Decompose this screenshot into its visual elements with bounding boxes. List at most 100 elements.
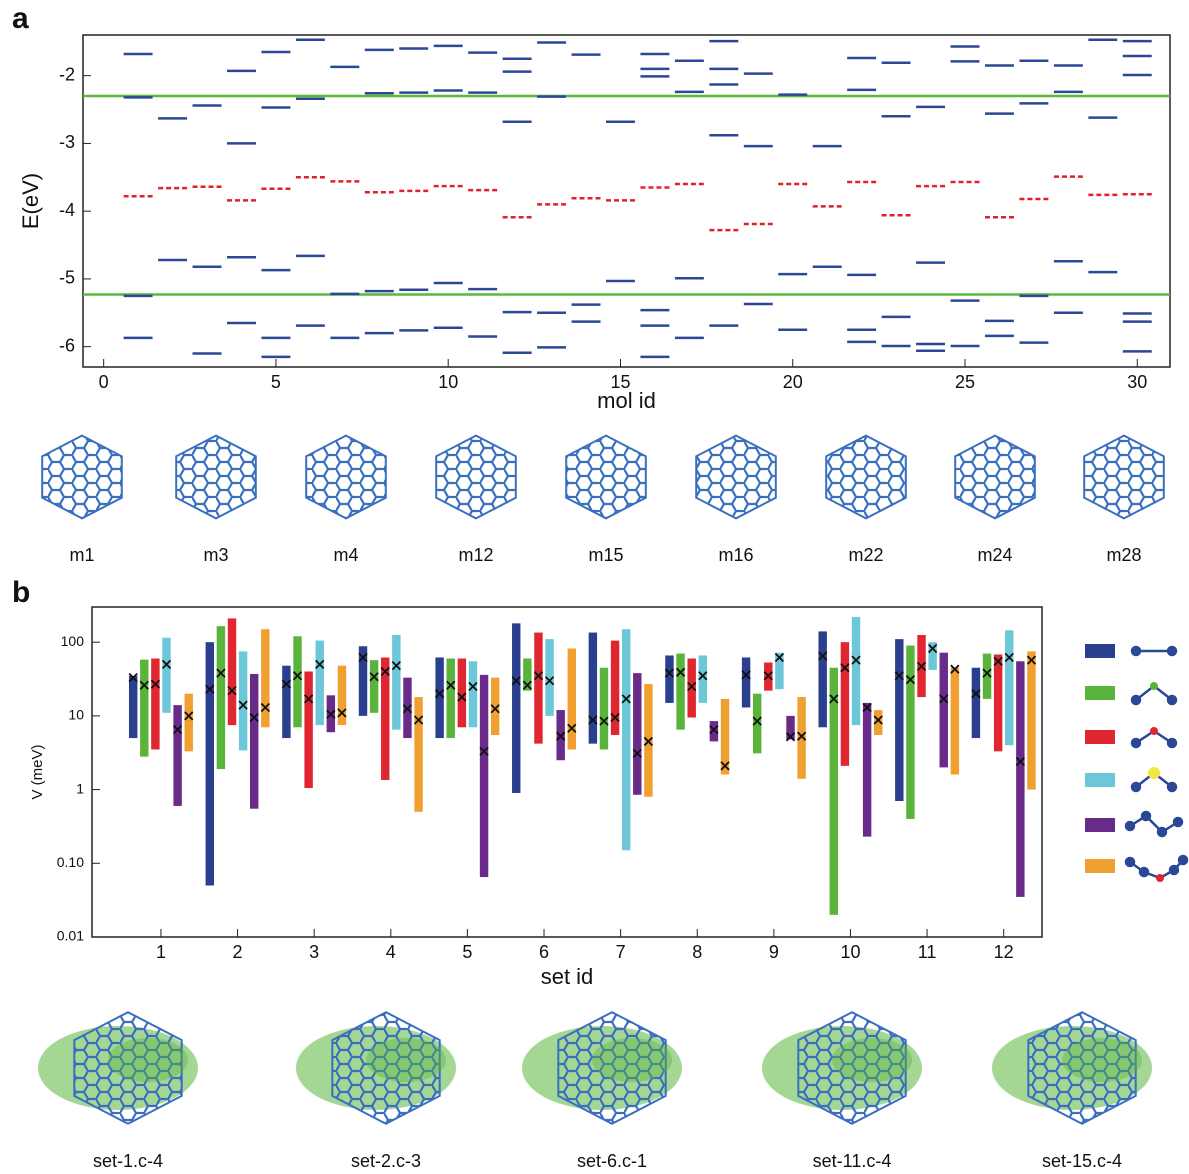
mean-marker (894, 671, 904, 681)
molecule-label: m12 (458, 545, 493, 565)
panel-label: b (12, 576, 30, 609)
molecule-label: m4 (333, 545, 358, 565)
legend-swatch (1085, 730, 1115, 744)
range-bar (633, 673, 642, 795)
mean-marker (216, 668, 226, 678)
mean-marker (621, 694, 631, 704)
molecule-sketch (73, 1011, 183, 1125)
mean-marker (698, 671, 708, 681)
mean-marker (664, 668, 675, 678)
range-bar (741, 657, 751, 708)
range-bar (512, 623, 521, 793)
range-bar (687, 658, 696, 718)
plot-frame (82, 34, 1171, 368)
range-bar (151, 658, 160, 750)
range-bar (468, 661, 478, 728)
mean-marker (643, 736, 654, 747)
mean-marker (818, 651, 828, 661)
mean-marker (184, 711, 194, 721)
range-bar (534, 632, 543, 744)
orbital-lobe (108, 1038, 188, 1082)
mean-marker (687, 681, 697, 692)
range-bar (829, 667, 839, 915)
range-bar (840, 642, 850, 766)
molecule-sketch (435, 434, 517, 520)
x-tick-label: 30 (1127, 372, 1147, 392)
mean-marker (556, 731, 566, 741)
mean-marker (927, 643, 938, 654)
x-tick-label: 8 (692, 942, 702, 962)
mean-marker (315, 659, 325, 669)
orbital-label: set-1.c-4 (93, 1151, 163, 1171)
y-tick-label: 1 (76, 780, 84, 796)
molecule-sketch (797, 1011, 907, 1125)
y-tick-label: -2 (59, 64, 75, 84)
x-tick-label: 5 (462, 942, 472, 962)
mean-marker (260, 702, 270, 713)
legend-swatch (1085, 859, 1115, 873)
range-bar (523, 658, 532, 691)
mean-marker (763, 671, 773, 681)
range-bar (588, 632, 598, 744)
orbital-sketch (522, 1011, 682, 1125)
range-bar (140, 659, 149, 757)
orbital-lobe (1062, 1038, 1142, 1082)
mean-marker (1004, 652, 1014, 663)
range-bar (906, 645, 915, 819)
mean-marker (982, 668, 992, 678)
mean-marker (567, 723, 577, 733)
x-tick-label: 5 (271, 372, 281, 392)
range-bar (818, 631, 827, 728)
mean-marker (993, 656, 1003, 666)
mean-marker (840, 663, 850, 673)
y-tick-label: -6 (59, 335, 75, 355)
orbital-sketch (296, 1011, 456, 1125)
orbital-lobe (832, 1038, 912, 1082)
range-bar (381, 657, 390, 780)
x-tick-label: 25 (955, 372, 975, 392)
orbital-label: set-6.c-1 (577, 1151, 647, 1171)
legend-swatch (1085, 818, 1115, 832)
plot-frame (91, 606, 1043, 938)
range-bar (1016, 661, 1025, 897)
mean-marker (610, 712, 620, 723)
mean-marker (752, 716, 762, 726)
molecule-sketch (41, 434, 123, 520)
legend-swatch (1085, 686, 1115, 700)
range-bar (227, 618, 237, 726)
y-axis-label: E(eV) (18, 173, 43, 229)
mean-marker (971, 689, 981, 699)
mean-marker (457, 692, 467, 702)
mean-marker (413, 715, 424, 725)
panel-label: a (12, 2, 29, 35)
range-bar (128, 675, 138, 739)
molecule-sketch (331, 1011, 441, 1125)
orbital-lobe (366, 1038, 446, 1082)
mean-marker (380, 666, 390, 677)
mean-marker (774, 652, 785, 663)
molecule-sketch (1083, 434, 1165, 520)
range-bar (621, 629, 631, 851)
mean-marker (1015, 756, 1025, 767)
x-tick-label: 10 (840, 942, 860, 962)
mean-marker (172, 725, 183, 735)
mean-marker (632, 748, 642, 759)
mean-marker (434, 689, 445, 699)
y-axis-label: V (meV) (29, 744, 46, 799)
orbital-label: set-15.c-4 (1042, 1151, 1122, 1171)
range-bar (392, 635, 401, 730)
molecule-label: m24 (977, 545, 1012, 565)
molecule-label: m15 (588, 545, 623, 565)
range-bar (775, 652, 784, 690)
range-bar (665, 655, 674, 703)
range-bar (1027, 651, 1036, 790)
mean-marker (796, 731, 807, 741)
mean-marker (358, 652, 368, 663)
mean-marker (916, 661, 927, 671)
x-tick-label: 4 (386, 942, 396, 962)
y-tick-label: -3 (59, 132, 75, 152)
range-bar (337, 665, 347, 726)
x-axis-label: mol id (597, 388, 656, 413)
range-bar (490, 677, 500, 736)
orbital-sketch (38, 1011, 198, 1125)
